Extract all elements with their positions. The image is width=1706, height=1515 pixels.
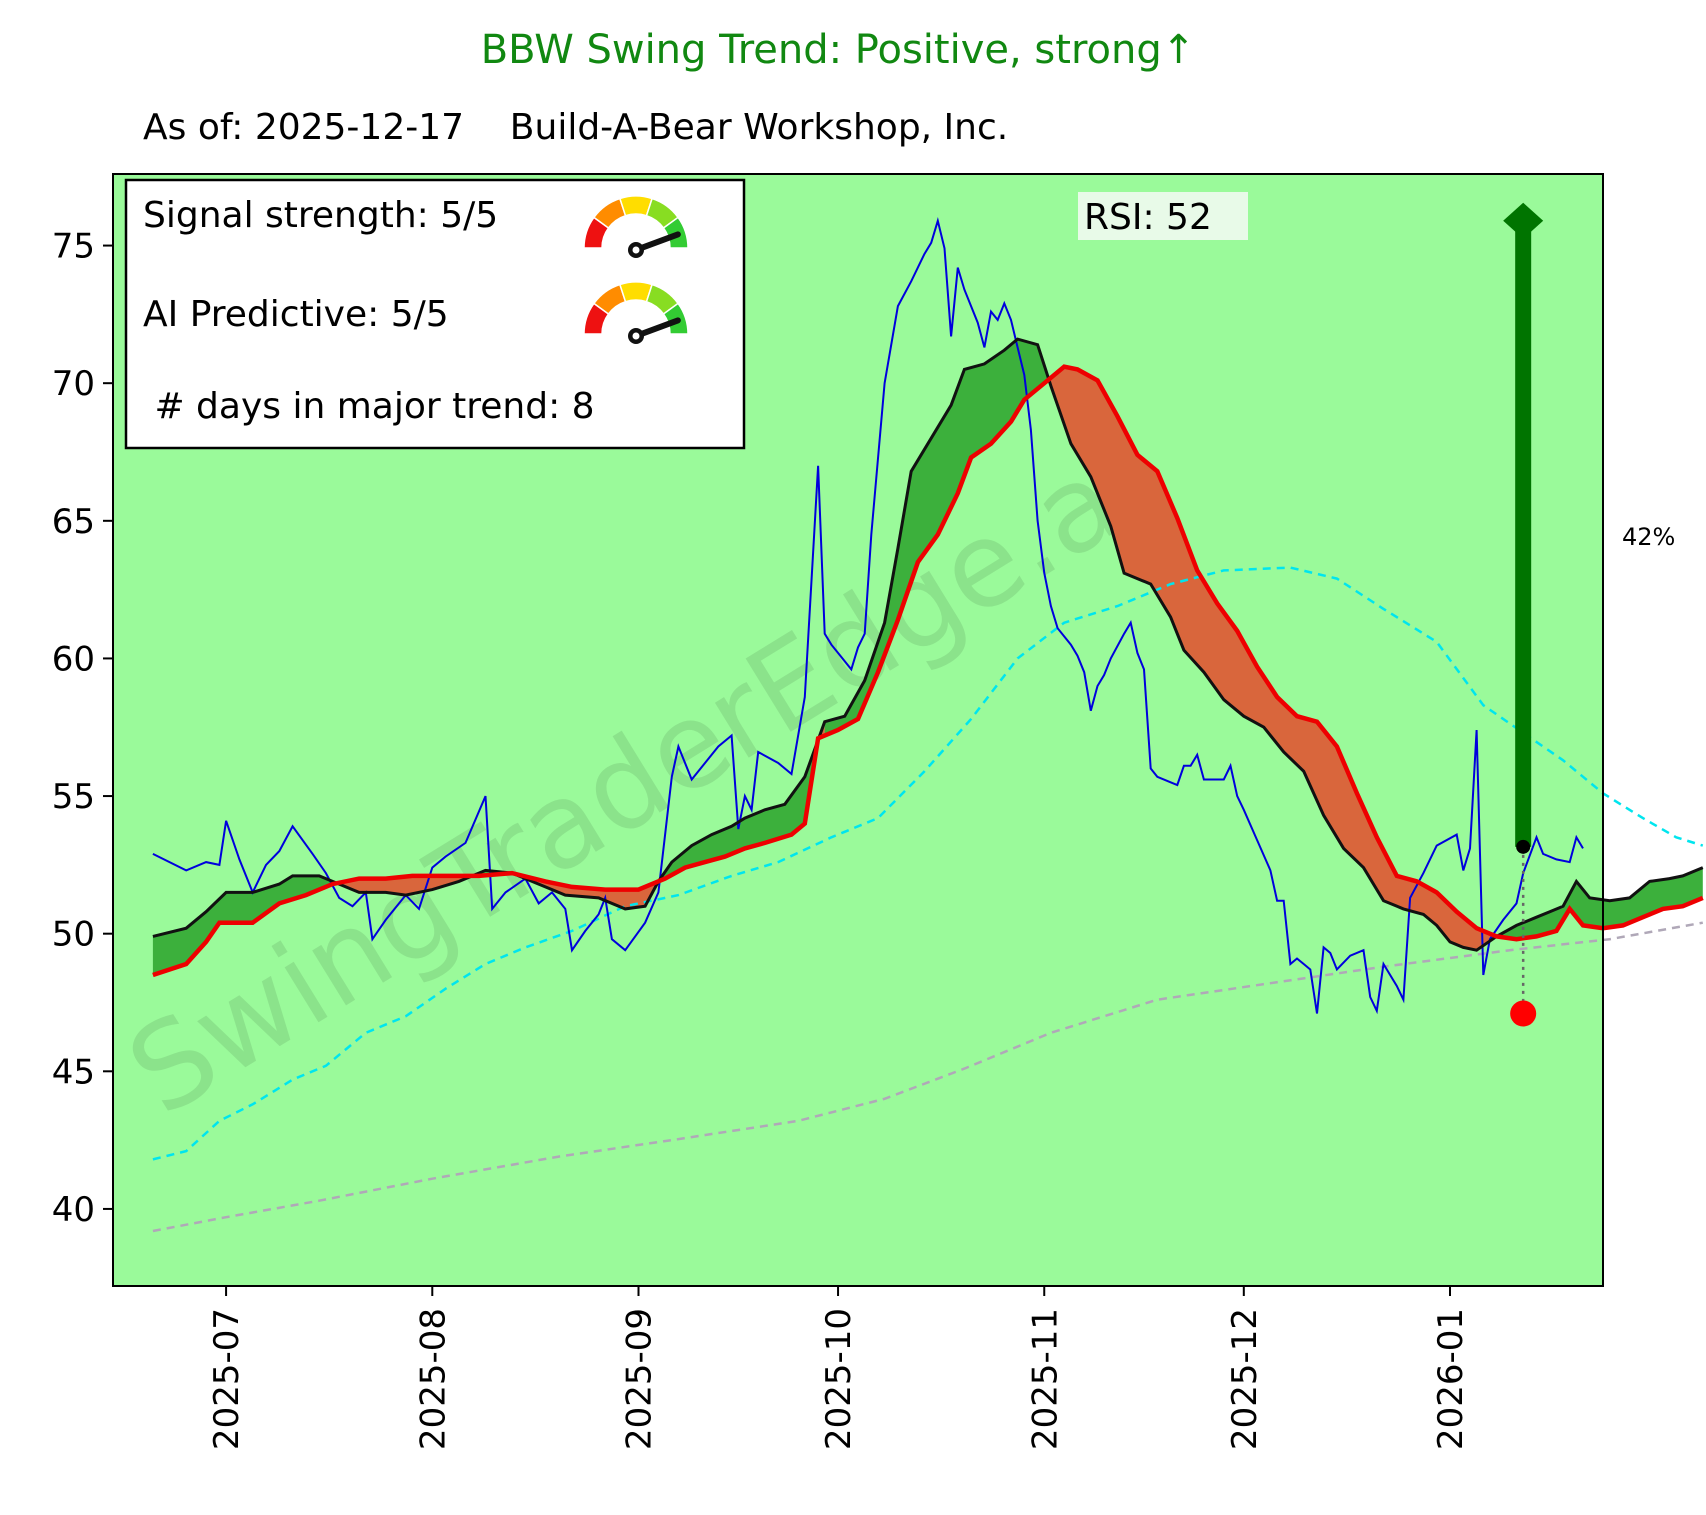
signal-strength-label: Signal strength: 5/5 [143,195,498,236]
fast-trend-line [152,337,1704,952]
rsi-label-bg [1078,192,1248,240]
x-tick-label: 2026-01 [1431,1308,1471,1450]
band-down-segment [1050,366,1497,951]
x-tick-label: 2025-09 [619,1308,659,1450]
chart-subtitle: As of: 2025-12-17 Build-A-Bear Workshop,… [143,107,1008,148]
band-up-segment [658,738,819,882]
y-tick-label: 45 [52,1052,95,1092]
y-tick-label: 40 [52,1190,95,1230]
chart-title: BBW Swing Trend: Positive, strong↑ [481,27,1196,73]
y-axis: 40 45 50 55 60 65 70 75 [52,227,113,1230]
x-tick-label: 2025-08 [413,1308,453,1450]
band-up-segment [1496,867,1703,940]
x-tick-label: 2025-07 [207,1308,247,1450]
gauge-pivot-center [632,246,640,254]
slow-trend-line [152,364,1704,978]
gauge-pivot-center [632,332,640,340]
rsi-label: RSI: 52 [1084,197,1212,238]
info-box-frame [124,178,746,450]
plot-frame [112,173,1604,1287]
ai-gauge-icon [583,281,689,344]
signal-gauge-icon [583,195,689,258]
y-tick-label: 55 [52,777,95,817]
y-tick-label: 60 [52,639,95,679]
y-tick-label: 75 [52,227,95,267]
series-layer [152,216,1704,1233]
x-tick-label: 2025-11 [1025,1308,1065,1450]
x-tick-label: 2025-10 [819,1308,859,1450]
long-ma-line [152,921,1704,1233]
y-tick-label: 50 [52,915,95,955]
x-axis: 2025-07 2025-08 2025-09 2025-10 2025-11 2025-… [207,1286,1471,1450]
current-price-dot [1516,839,1531,854]
stop-marker-dot [1510,1000,1537,1027]
medium-ma-line [152,566,1704,1161]
info-box: Signal strength: 5/5 AI Predictive: 5/5 … [124,178,746,450]
x-tick-label: 2025-12 [1225,1308,1265,1450]
y-tick-label: 70 [52,364,95,404]
days-in-trend-label: # days in major trend: 8 [143,386,595,427]
target-diamond-marker [1503,202,1544,239]
ai-predictive-label: AI Predictive: 5/5 [143,294,449,335]
y-tick-label: 65 [52,502,95,542]
target-percent-label: 42% [1622,523,1675,551]
price-line [152,216,1584,1015]
